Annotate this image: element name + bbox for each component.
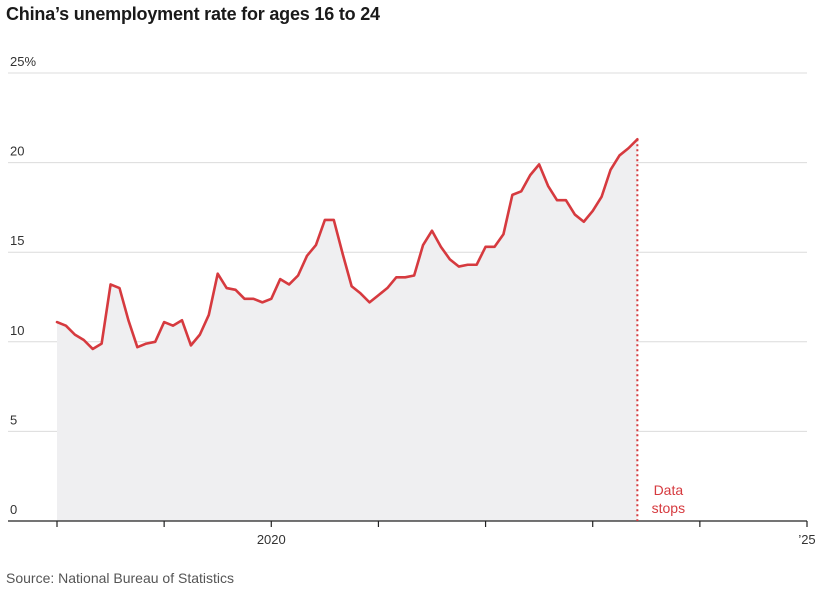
y-tick-label: 10 [10, 323, 24, 338]
area-layer [57, 139, 638, 522]
y-tick-label: 25% [10, 54, 36, 69]
line-layer [55, 138, 639, 351]
y-tick-label: 15 [10, 233, 24, 248]
x-tick-label: ’25 [798, 532, 815, 547]
area-fill [57, 139, 638, 522]
y-tick-label: 0 [10, 502, 17, 517]
x-axis: 2020 ’25 [8, 520, 816, 547]
data-stops-label: stops [652, 500, 685, 516]
y-tick-label: 5 [10, 412, 17, 427]
data-stops-label: Data [654, 482, 684, 498]
chart-title: China’s unemployment rate for ages 16 to… [6, 4, 380, 24]
annotation-layer: Data stops [636, 139, 685, 521]
series-line [55, 138, 639, 351]
x-tick-label: 2020 [257, 532, 286, 547]
source-note: Source: National Bureau of Statistics [6, 570, 235, 586]
y-tick-label: 20 [10, 144, 24, 159]
